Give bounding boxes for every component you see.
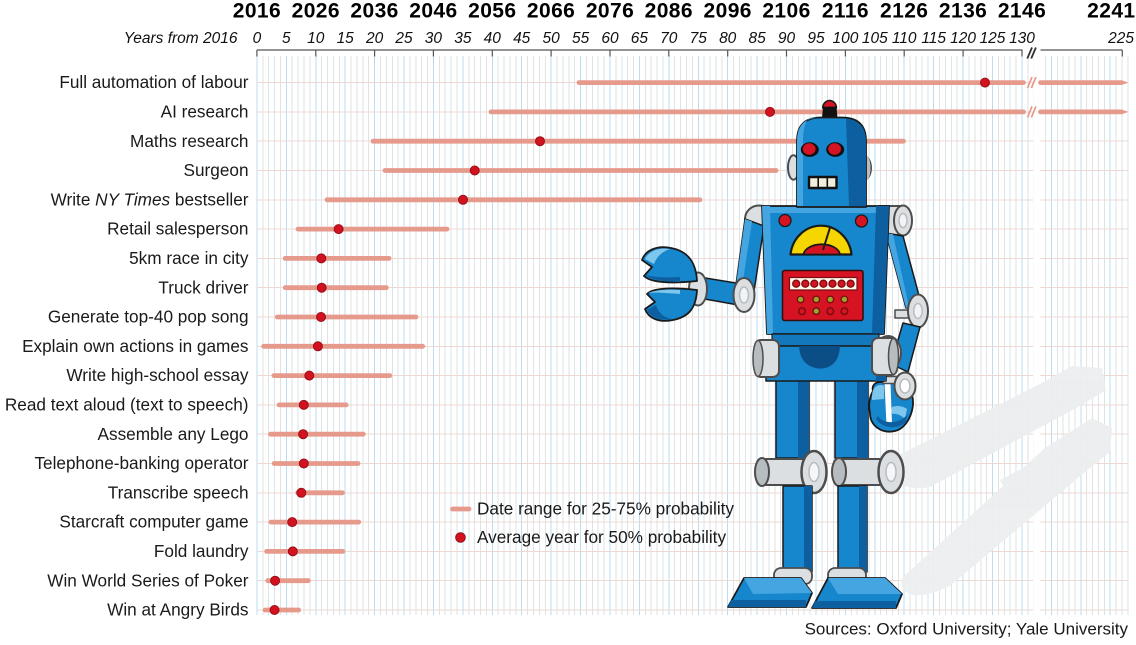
svg-text:120: 120 [950, 30, 976, 47]
svg-text:70: 70 [660, 30, 678, 47]
svg-text:20: 20 [365, 30, 384, 47]
svg-text:2076: 2076 [586, 0, 634, 23]
svg-text:2106: 2106 [762, 0, 810, 23]
svg-text:Full automation of labour: Full automation of labour [59, 72, 248, 92]
svg-text:2116: 2116 [822, 0, 869, 23]
svg-text:25: 25 [394, 30, 413, 47]
svg-text:Explain own actions in games: Explain own actions in games [22, 336, 248, 356]
svg-text:Telephone-banking operator: Telephone-banking operator [34, 453, 248, 473]
svg-text:Average year for 50% probabili: Average year for 50% probability [477, 527, 726, 547]
svg-text:Years from 2016: Years from 2016 [124, 30, 238, 47]
svg-text:2026: 2026 [292, 0, 340, 23]
svg-text:5: 5 [282, 30, 291, 47]
svg-text:2036: 2036 [350, 0, 398, 23]
svg-text:85: 85 [748, 30, 766, 47]
svg-text:2241: 2241 [1087, 0, 1135, 23]
svg-text:95: 95 [807, 30, 825, 47]
svg-text:Fold laundry: Fold laundry [154, 541, 249, 561]
svg-text:35: 35 [454, 30, 472, 47]
svg-text:50: 50 [542, 30, 560, 47]
svg-text:Transcribe speech: Transcribe speech [108, 482, 249, 502]
svg-text:Write high-school essay: Write high-school essay [66, 365, 249, 385]
svg-text:AI research: AI research [161, 102, 249, 122]
svg-text:Assemble any Lego: Assemble any Lego [98, 424, 249, 444]
svg-text:2016: 2016 [233, 0, 281, 23]
svg-text:15: 15 [337, 30, 355, 47]
svg-text:Date range for 25-75% probabil: Date range for 25-75% probability [477, 499, 734, 519]
svg-text:Win at Angry Birds: Win at Angry Birds [107, 600, 248, 620]
svg-text:130: 130 [1009, 30, 1035, 47]
svg-text:115: 115 [921, 30, 946, 47]
svg-text:30: 30 [425, 30, 443, 47]
svg-text:Maths research: Maths research [130, 131, 248, 151]
svg-text:2046: 2046 [409, 0, 457, 23]
svg-text:65: 65 [631, 30, 649, 47]
svg-text:Sources: Oxford University; Ya: Sources: Oxford University; Yale Univers… [805, 620, 1129, 639]
svg-text:225: 225 [1107, 30, 1134, 47]
svg-text:Surgeon: Surgeon [184, 160, 249, 180]
svg-text:2066: 2066 [527, 0, 575, 23]
svg-text:55: 55 [572, 30, 590, 47]
svg-text:100: 100 [832, 30, 858, 47]
svg-text:2146: 2146 [998, 0, 1046, 23]
svg-text:45: 45 [513, 30, 531, 47]
svg-text:0: 0 [253, 30, 262, 47]
svg-text:Retail salesperson: Retail salesperson [107, 219, 248, 239]
svg-text:40: 40 [484, 30, 502, 47]
svg-text:Truck driver: Truck driver [158, 277, 248, 297]
svg-text:2086: 2086 [645, 0, 693, 23]
svg-text:125: 125 [980, 30, 1006, 47]
svg-text:Read text aloud (text to speec: Read text aloud (text to speech) [5, 395, 249, 415]
svg-text:Starcraft computer game: Starcraft computer game [59, 512, 248, 532]
svg-text:2126: 2126 [880, 0, 928, 23]
svg-text:2136: 2136 [939, 0, 987, 23]
svg-text:10: 10 [307, 30, 325, 47]
svg-text:90: 90 [778, 30, 796, 47]
svg-text:105: 105 [862, 30, 888, 47]
svg-text:Win World Series of Poker: Win World Series of Poker [47, 570, 248, 590]
svg-text:60: 60 [601, 30, 619, 47]
svg-text:5km race in city: 5km race in city [129, 248, 249, 268]
svg-text:Write NY Times bestseller: Write NY Times bestseller [51, 189, 249, 209]
svg-text:80: 80 [719, 30, 737, 47]
svg-text:75: 75 [690, 30, 708, 47]
svg-text:2056: 2056 [468, 0, 516, 23]
svg-text:2096: 2096 [704, 0, 752, 23]
svg-text:110: 110 [892, 30, 917, 47]
svg-text:Generate top-40 pop song: Generate top-40 pop song [48, 307, 249, 327]
